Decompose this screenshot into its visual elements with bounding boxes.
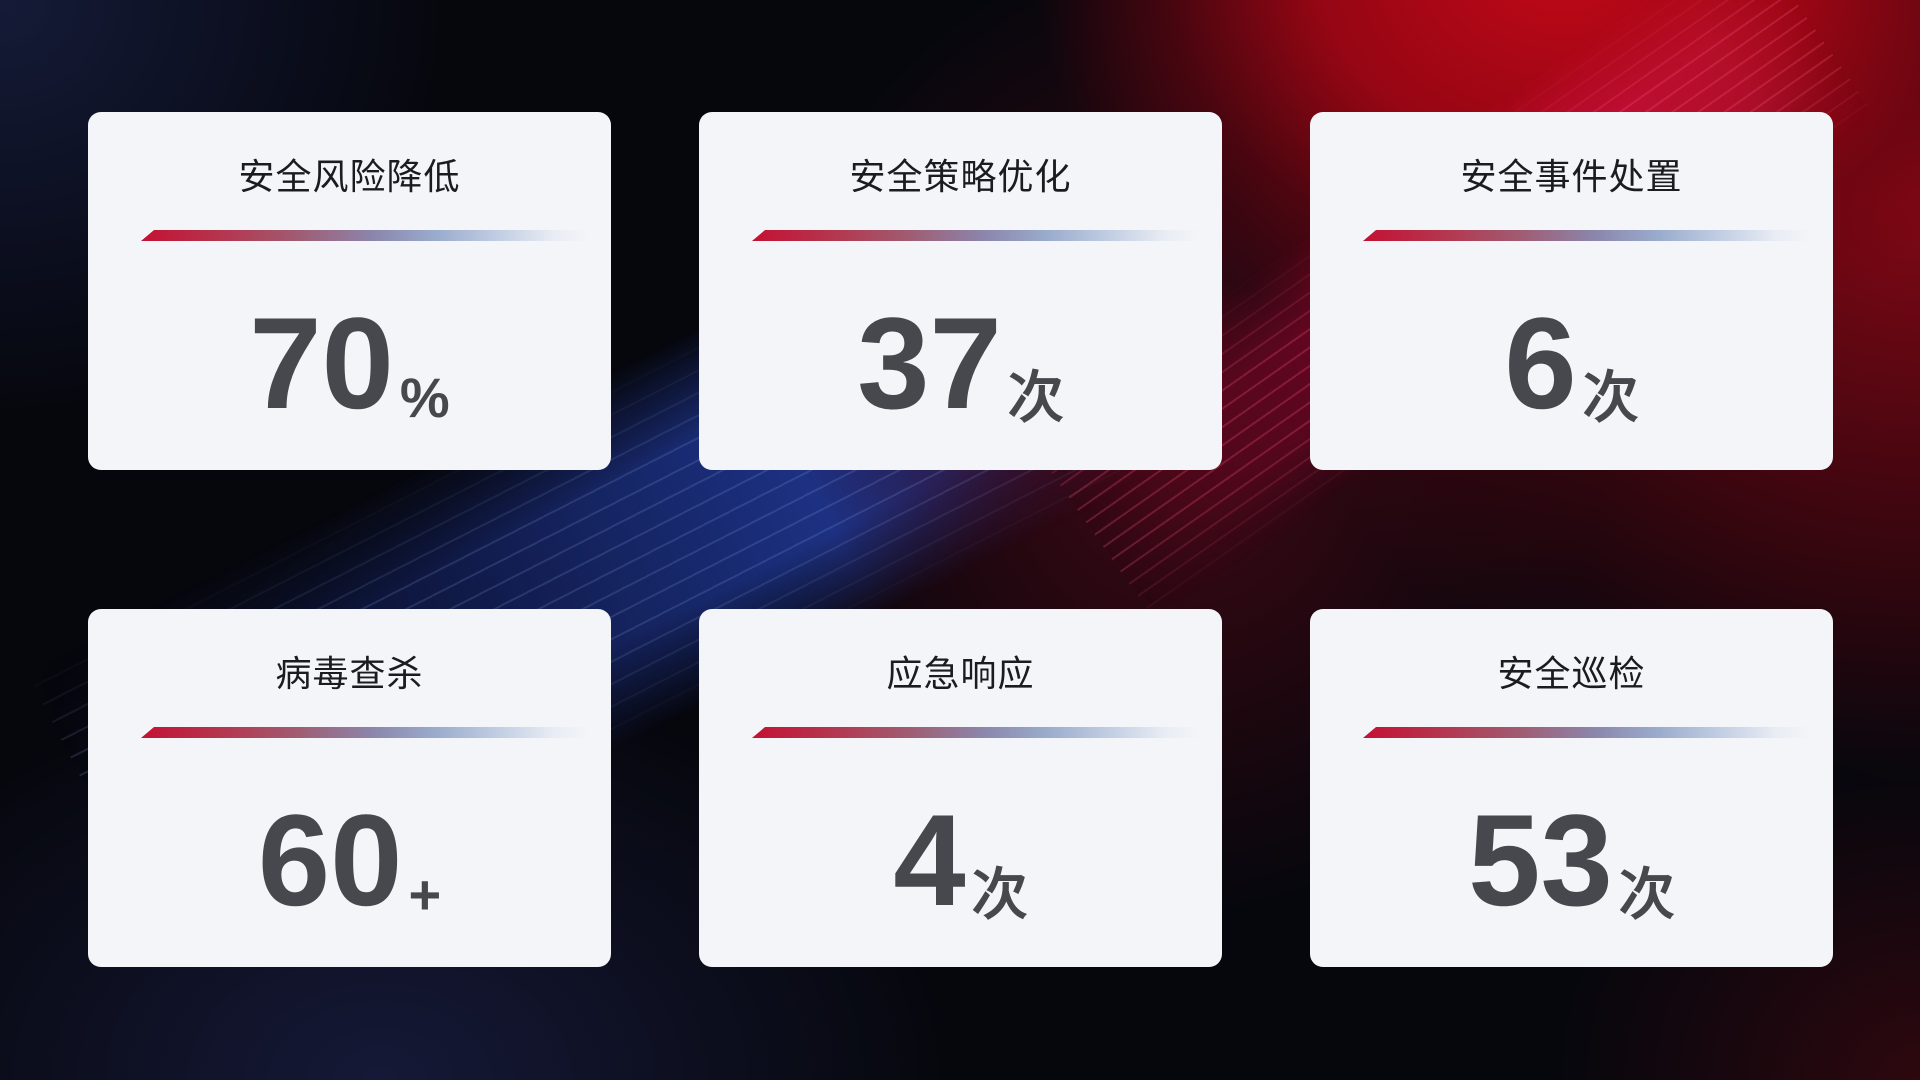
stat-card-title: 安全风险降低 xyxy=(238,156,461,197)
stat-card: 安全巡检 53 次 xyxy=(1310,609,1833,967)
stat-value-row: 70 % xyxy=(88,290,611,436)
stat-value-row: 53 次 xyxy=(1310,787,1833,933)
stat-card: 应急响应 4 次 xyxy=(699,609,1222,967)
stat-unit: 次 xyxy=(1582,366,1639,429)
stat-unit: 次 xyxy=(971,863,1028,926)
gradient-divider xyxy=(1363,230,1811,241)
stat-value: 60 xyxy=(257,787,403,933)
stat-card-title: 安全巡检 xyxy=(1497,653,1646,694)
stat-card-title: 应急响应 xyxy=(886,653,1035,694)
gradient-divider xyxy=(752,230,1200,241)
stat-card: 安全风险降低 70 % xyxy=(88,112,611,470)
stat-card-title: 病毒查杀 xyxy=(275,653,424,694)
stat-card: 病毒查杀 60 + xyxy=(88,609,611,967)
stat-value: 70 xyxy=(249,290,394,436)
stat-card: 安全策略优化 37 次 xyxy=(699,112,1222,470)
stat-value-row: 37 次 xyxy=(699,290,1222,436)
gradient-divider xyxy=(141,230,589,241)
stat-value-row: 4 次 xyxy=(699,787,1222,933)
stat-value-row: 6 次 xyxy=(1310,290,1833,436)
gradient-divider xyxy=(1363,727,1811,738)
stat-card: 安全事件处置 6 次 xyxy=(1310,112,1833,470)
gradient-divider xyxy=(752,727,1200,738)
stat-unit: 次 xyxy=(1618,863,1675,926)
stat-value: 53 xyxy=(1468,787,1613,933)
stat-unit: % xyxy=(399,366,450,429)
stat-value: 4 xyxy=(893,787,966,933)
stat-card-title: 安全策略优化 xyxy=(849,156,1072,197)
stat-unit: 次 xyxy=(1007,366,1064,429)
gradient-divider xyxy=(141,727,589,738)
stat-unit: + xyxy=(408,863,442,926)
stat-card-title: 安全事件处置 xyxy=(1460,156,1683,197)
stat-value: 37 xyxy=(857,290,1002,436)
stat-value: 6 xyxy=(1504,290,1577,436)
stat-value-row: 60 + xyxy=(88,787,611,933)
